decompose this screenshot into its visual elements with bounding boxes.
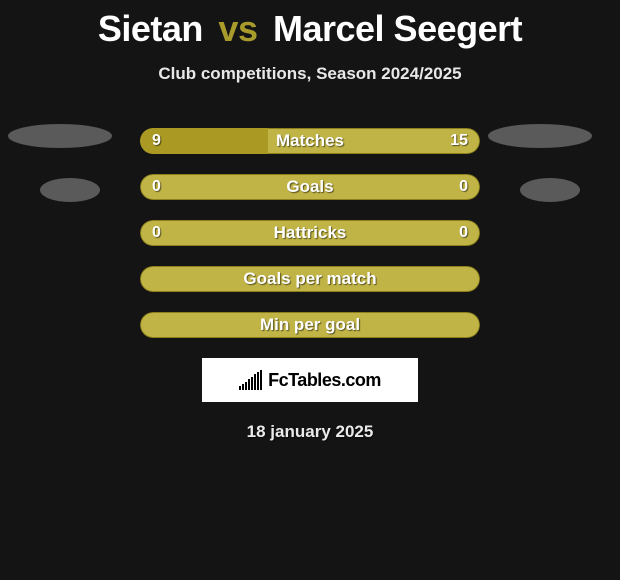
stat-row: Min per goal	[140, 312, 480, 338]
stat-value-left: 9	[152, 132, 161, 150]
watermark-bars-icon	[239, 370, 262, 390]
stat-value-left: 0	[152, 178, 161, 196]
stats-container: 915Matches00Goals00HattricksGoals per ma…	[0, 128, 620, 338]
decor-ellipse	[8, 124, 112, 148]
watermark-text: FcTables.com	[268, 370, 381, 391]
subtitle: Club competitions, Season 2024/2025	[0, 64, 620, 84]
date-text: 18 january 2025	[0, 422, 620, 442]
stat-values: 00	[140, 174, 480, 200]
page-title: Sietan vs Marcel Seegert	[0, 0, 620, 50]
stat-values: 9 15	[140, 128, 480, 154]
player1-name: Sietan	[98, 8, 203, 49]
stat-value-left: 0	[152, 224, 161, 242]
vs-text: vs	[218, 8, 257, 49]
stat-values: 00	[140, 220, 480, 246]
decor-ellipse	[40, 178, 100, 202]
watermark: FcTables.com	[202, 358, 418, 402]
stat-row: Goals per match	[140, 266, 480, 292]
stat-bar-bg	[140, 266, 480, 292]
stat-bar-bg	[140, 312, 480, 338]
stat-row: 915Matches	[140, 128, 480, 154]
stat-row: 00Goals	[140, 174, 480, 200]
stat-value-right: 15	[450, 132, 468, 150]
stat-value-right: 0	[459, 224, 468, 242]
decor-ellipse	[488, 124, 592, 148]
player2-name: Marcel Seegert	[273, 8, 522, 49]
decor-ellipse	[520, 178, 580, 202]
stat-value-right: 0	[459, 178, 468, 196]
stat-row: 00Hattricks	[140, 220, 480, 246]
